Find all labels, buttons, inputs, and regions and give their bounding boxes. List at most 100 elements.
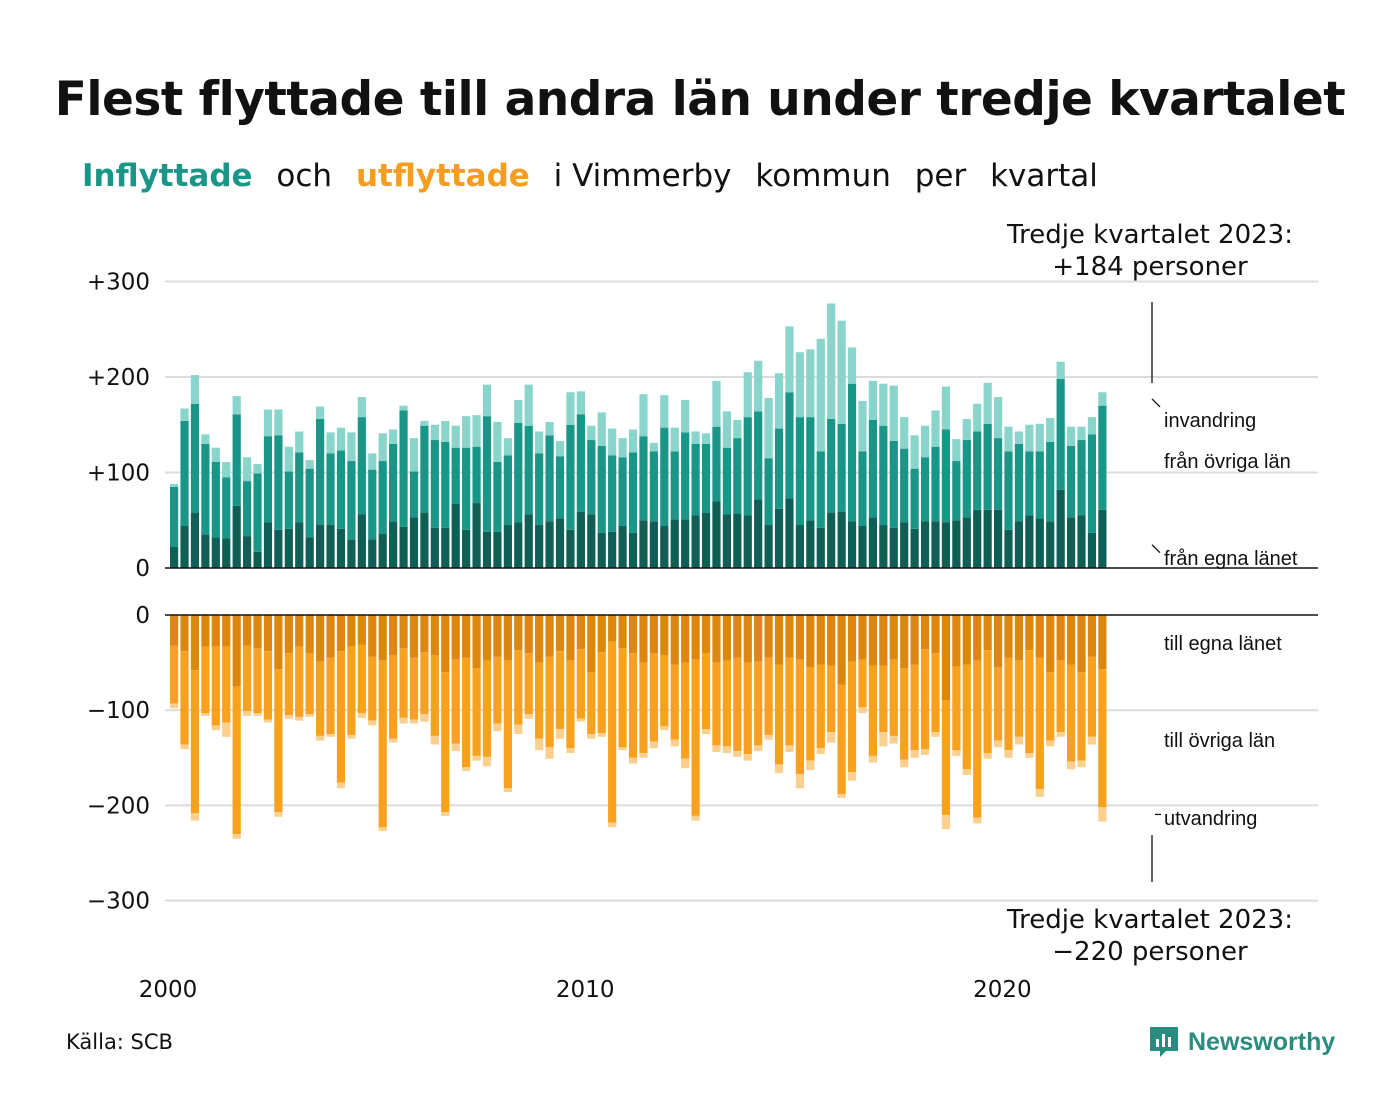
bar-in-1	[973, 509, 982, 568]
bar-in-3	[1014, 431, 1024, 444]
bar-in-1	[597, 532, 606, 568]
bar-in-1	[743, 515, 752, 568]
series-label: till egna länet	[1164, 633, 1282, 655]
bar-out-3	[743, 753, 752, 761]
bar-out-3	[503, 788, 512, 793]
bar-out-3	[284, 714, 293, 719]
bar-in-1	[1087, 532, 1097, 568]
bar-in-3	[493, 421, 502, 462]
bar-out-3	[1025, 753, 1034, 758]
bar-in-3	[649, 442, 658, 452]
bar-in-3	[430, 424, 439, 441]
bar-in-3	[555, 440, 565, 457]
bar-out-3	[1066, 761, 1076, 770]
bar-in-2	[712, 426, 721, 502]
bar-in-1	[691, 515, 700, 568]
bar-in-2	[472, 446, 481, 504]
bar-in-2	[451, 447, 460, 505]
bar-in-3	[847, 347, 857, 384]
bar-in-2	[420, 425, 429, 513]
bar-in-1	[983, 509, 992, 568]
bar-in-2	[409, 471, 419, 518]
bar-in-3	[681, 399, 690, 433]
bar-out-1	[587, 615, 596, 673]
bar-out-1	[764, 615, 773, 658]
bar-out-2	[910, 664, 919, 751]
migration-chart: +300 +200 +100 0 0 −100 −200 −300 2000 2010 2020 in…	[87, 220, 1318, 1000]
bar-in-3	[920, 425, 930, 458]
bar-in-1	[462, 529, 471, 568]
bar-in-2	[211, 462, 220, 538]
bar-in-1	[587, 514, 596, 568]
bar-in-1	[263, 522, 273, 568]
x-tick-label: 2010	[556, 977, 615, 1000]
bar-out-2	[879, 665, 888, 733]
bar-out-2	[368, 656, 377, 721]
bar-in-3	[482, 384, 492, 417]
bar-in-3	[743, 372, 752, 418]
bar-out-3	[889, 735, 898, 744]
bar-out-2	[399, 648, 408, 718]
bar-in-3	[253, 463, 262, 474]
bar-out-1	[357, 615, 366, 645]
bar-out-3	[368, 720, 377, 726]
bar-in-1	[910, 528, 919, 569]
bar-in-1	[180, 525, 189, 568]
bar-out-2	[357, 644, 366, 714]
bar-out-1	[211, 615, 220, 647]
bar-in-3	[243, 457, 252, 482]
bar-out-3	[347, 734, 356, 739]
bar-out-2	[1077, 672, 1086, 761]
bar-in-2	[1014, 443, 1024, 522]
bar-out-3	[514, 724, 523, 734]
bar-out-3	[545, 747, 554, 759]
bar-out-3	[587, 734, 596, 739]
bar-out-3	[1035, 789, 1044, 797]
bar-out-3	[941, 814, 951, 830]
bar-in-2	[357, 417, 366, 515]
bar-in-2	[1098, 405, 1107, 510]
bar-out-1	[1087, 615, 1097, 657]
bar-out-2	[1066, 664, 1076, 762]
bar-in-3	[722, 411, 731, 448]
bar-in-3	[180, 408, 189, 421]
bar-in-1	[493, 531, 502, 568]
bar-in-1	[858, 525, 867, 568]
bar-out-1	[889, 615, 898, 660]
bar-out-2	[336, 651, 346, 783]
bar-out-2	[983, 650, 992, 754]
bar-out-2	[284, 653, 293, 715]
bar-out-3	[973, 817, 982, 824]
bar-out-1	[931, 615, 940, 654]
bar-in-1	[785, 498, 794, 568]
bar-out-1	[399, 615, 408, 649]
bar-in-1	[712, 501, 721, 568]
bar-out-2	[503, 660, 512, 789]
bar-in-3	[639, 394, 648, 437]
bar-out-2	[1098, 669, 1107, 808]
bar-out-1	[462, 615, 471, 658]
bar-in-2	[733, 438, 742, 514]
bar-in-2	[660, 427, 669, 526]
bar-in-3	[170, 483, 179, 487]
bar-out-1	[180, 615, 189, 652]
bar-in-3	[524, 384, 533, 426]
bar-out-1	[1035, 615, 1044, 658]
bar-out-2	[482, 660, 492, 757]
bar-in-1	[681, 519, 690, 568]
bar-in-3	[1025, 424, 1034, 452]
bar-in-2	[347, 461, 356, 540]
bar-in-3	[795, 352, 804, 418]
bar-in-1	[1046, 521, 1055, 568]
bar-out-2	[555, 651, 565, 730]
bar-in-1	[1077, 515, 1086, 568]
bar-in-2	[274, 435, 283, 530]
bar-out-2	[535, 662, 544, 739]
bar-out-2	[201, 646, 210, 714]
bar-in-2	[503, 455, 512, 526]
bar-in-3	[983, 382, 992, 424]
bar-out-1	[493, 615, 502, 657]
bar-in-3	[190, 375, 200, 404]
bar-in-3	[952, 439, 961, 462]
bar-out-3	[482, 756, 492, 767]
